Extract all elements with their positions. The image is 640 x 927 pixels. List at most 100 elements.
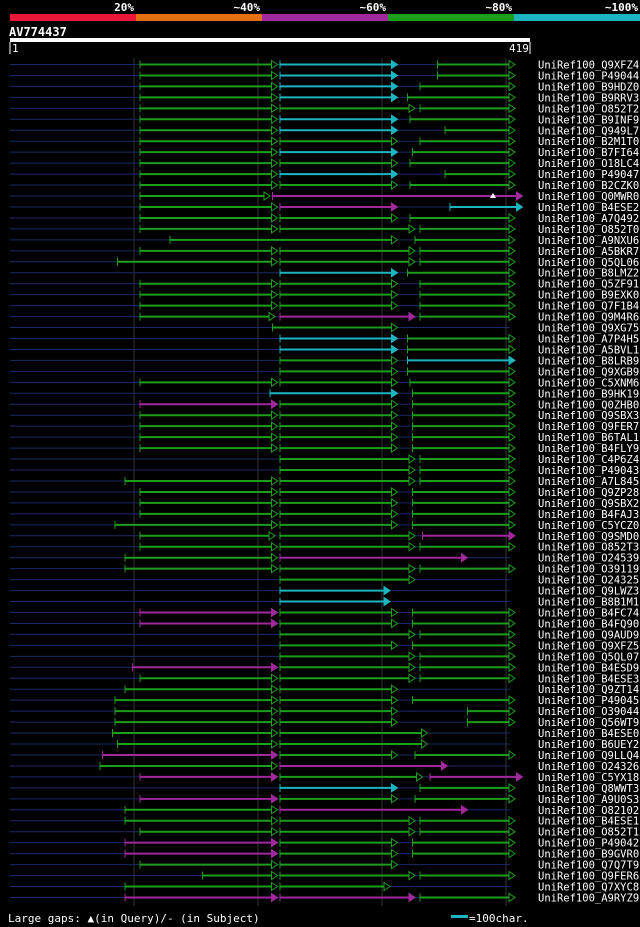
hsp-arrowhead [271, 826, 279, 837]
hit-label[interactable]: UniRef100_O39044 [538, 706, 639, 718]
hit-label[interactable]: UniRef100_Q0ZHB0 [538, 399, 639, 411]
hsp-arrowhead [391, 782, 399, 793]
hit-label[interactable]: UniRef100_Q7Q7T9 [538, 860, 639, 872]
hit-label[interactable]: UniRef100_O24326 [538, 761, 639, 773]
hit-row: UniRef100_O852T1 [10, 827, 639, 839]
hit-label[interactable]: UniRef100_Q7XYC8 [538, 882, 639, 894]
hit-label[interactable]: UniRef100_O39119 [538, 564, 639, 576]
hsp-arrowhead [516, 771, 524, 782]
hit-label[interactable]: UniRef100_B9GVR0 [538, 849, 639, 861]
hit-label[interactable]: UniRef100_A7Q492 [538, 213, 639, 225]
hit-label[interactable]: UniRef100_Q9FER6 [538, 871, 639, 883]
hit-label[interactable]: UniRef100_Q9FER7 [538, 421, 639, 433]
hit-label[interactable]: UniRef100_C5YX18 [538, 772, 639, 784]
hsp-arrowhead [271, 70, 279, 81]
hit-label[interactable]: UniRef100_Q9SBX3 [538, 410, 639, 422]
hit-label[interactable]: UniRef100_Q9ZP28 [538, 487, 639, 499]
hit-label[interactable]: UniRef100_C4P6Z4 [538, 454, 639, 466]
hit-label[interactable]: UniRef100_Q9M4R6 [538, 312, 639, 324]
hit-label[interactable]: UniRef100_B8B1M1 [538, 597, 639, 609]
hit-label[interactable]: UniRef100_A9NXU6 [538, 235, 639, 247]
hit-label[interactable]: UniRef100_P49042 [538, 838, 639, 850]
hit-label[interactable]: UniRef100_B9INF9 [538, 114, 639, 126]
hit-label[interactable]: UniRef100_B4ESD9 [538, 662, 639, 674]
hit-label[interactable]: UniRef100_B4FC74 [538, 608, 639, 620]
hit-label[interactable]: UniRef100_Q9XFZ5 [538, 640, 639, 652]
hit-label[interactable]: UniRef100_Q9LWZ3 [538, 586, 639, 598]
hit-label[interactable]: UniRef100_A7L845 [538, 476, 639, 488]
hit-label[interactable]: UniRef100_P49047 [538, 169, 639, 181]
hit-label[interactable]: UniRef100_O24539 [538, 553, 639, 565]
hit-label[interactable]: UniRef100_B9HK19 [538, 388, 639, 400]
hit-label[interactable]: UniRef100_B9HDZ0 [538, 81, 639, 93]
hit-label[interactable]: UniRef100_O18LC4 [538, 158, 639, 170]
hit-label[interactable]: UniRef100_Q5ZF91 [538, 279, 639, 291]
hit-label[interactable]: UniRef100_B4ESE1 [538, 816, 639, 828]
hit-label[interactable]: UniRef100_O852T3 [538, 542, 639, 554]
hit-label[interactable]: UniRef100_Q9LLQ4 [538, 750, 639, 762]
hit-row: UniRef100_B4ESD9 [10, 662, 639, 674]
hit-label[interactable]: UniRef100_Q56WT9 [538, 717, 639, 729]
hit-row: UniRef100_O852T0 [10, 224, 639, 236]
hit-label[interactable]: UniRef100_O852T0 [538, 224, 639, 236]
hsp-arrowhead [271, 837, 279, 848]
hit-label[interactable]: UniRef100_Q5QL06 [538, 257, 639, 269]
hsp-arrowhead [508, 651, 516, 662]
hit-label[interactable]: UniRef100_Q0MWR0 [538, 191, 639, 203]
hsp-arrowhead [508, 563, 516, 574]
scale-label-1: 20% [114, 1, 134, 14]
hit-label[interactable]: UniRef100_B4FAJ3 [538, 509, 639, 521]
hsp-arrowhead [271, 881, 279, 892]
hit-label[interactable]: UniRef100_B8LMZ2 [538, 268, 639, 280]
hit-label[interactable]: UniRef100_Q9XFZ4 [538, 60, 639, 72]
hit-label[interactable]: UniRef100_Q949L7 [538, 125, 639, 137]
hit-label[interactable]: UniRef100_B8LRB9 [538, 355, 639, 367]
hit-label[interactable]: UniRef100_B2CZK0 [538, 180, 639, 192]
scale-label-5: ~100% [605, 1, 638, 14]
hit-label[interactable]: UniRef100_O82102 [538, 805, 639, 817]
hit-label[interactable]: UniRef100_B9EXK0 [538, 290, 639, 302]
hit-label[interactable]: UniRef100_B6TAL1 [538, 432, 639, 444]
hit-label[interactable]: UniRef100_B6UEY2 [538, 739, 639, 751]
hit-label[interactable]: UniRef100_P49045 [538, 695, 639, 707]
hit-label[interactable]: UniRef100_Q9XGB9 [538, 366, 639, 378]
hit-label[interactable]: UniRef100_C5YCZ0 [538, 520, 639, 532]
hit-label[interactable]: UniRef100_A7P4H5 [538, 334, 639, 346]
hit-label[interactable]: UniRef100_A5BVL1 [538, 344, 639, 356]
hit-label[interactable]: UniRef100_Q9AUD9 [538, 629, 639, 641]
hit-label[interactable]: UniRef100_B4FLY9 [538, 443, 639, 455]
scale-segment-5 [514, 14, 640, 21]
hsp-arrowhead [271, 432, 279, 443]
hit-row: UniRef100_Q56WT9 [10, 717, 639, 729]
hit-label[interactable]: UniRef100_C5XNM6 [538, 377, 639, 389]
hit-row: UniRef100_B8B1M1 [10, 597, 639, 609]
hit-label[interactable]: UniRef100_Q7F1B4 [538, 301, 639, 313]
hit-label[interactable]: UniRef100_A5BKR7 [538, 246, 639, 258]
hsp-arrowhead [271, 815, 279, 826]
hit-label[interactable]: UniRef100_B4ESE3 [538, 673, 639, 685]
hsp-arrowhead [271, 662, 279, 673]
hit-label[interactable]: UniRef100_B2M1T0 [538, 136, 639, 148]
hit-label[interactable]: UniRef100_A9RYZ9 [538, 892, 639, 904]
hit-label[interactable]: UniRef100_O852T2 [538, 103, 639, 115]
hit-label[interactable]: UniRef100_Q9XG75 [538, 323, 639, 335]
hit-label[interactable]: UniRef100_Q8WWT3 [538, 783, 639, 795]
hsp-arrowhead [271, 695, 279, 706]
hit-label[interactable]: UniRef100_P49044 [538, 70, 639, 82]
hit-label[interactable]: UniRef100_B4FQ90 [538, 618, 639, 630]
hit-label[interactable]: UniRef100_O24325 [538, 575, 639, 587]
hit-label[interactable]: UniRef100_O852T1 [538, 827, 639, 839]
hit-label[interactable]: UniRef100_Q9ZT14 [538, 684, 639, 696]
hit-label[interactable]: UniRef100_B7FI64 [538, 147, 639, 159]
hit-label[interactable]: UniRef100_P49043 [538, 465, 639, 477]
hit-label[interactable]: UniRef100_B4ESE2 [538, 202, 639, 214]
hit-label[interactable]: UniRef100_B9RRV3 [538, 92, 639, 104]
hit-label[interactable]: UniRef100_Q5QL07 [538, 651, 639, 663]
hsp-arrowhead [421, 728, 429, 738]
hit-label[interactable]: UniRef100_Q9SBX2 [538, 498, 639, 510]
hsp-arrowhead [516, 191, 524, 201]
hsp-arrowhead [391, 684, 399, 695]
hit-label[interactable]: UniRef100_A9U0S3 [538, 794, 639, 806]
hit-label[interactable]: UniRef100_Q9SMD0 [538, 531, 639, 543]
hit-label[interactable]: UniRef100_B4ESE0 [538, 728, 639, 740]
